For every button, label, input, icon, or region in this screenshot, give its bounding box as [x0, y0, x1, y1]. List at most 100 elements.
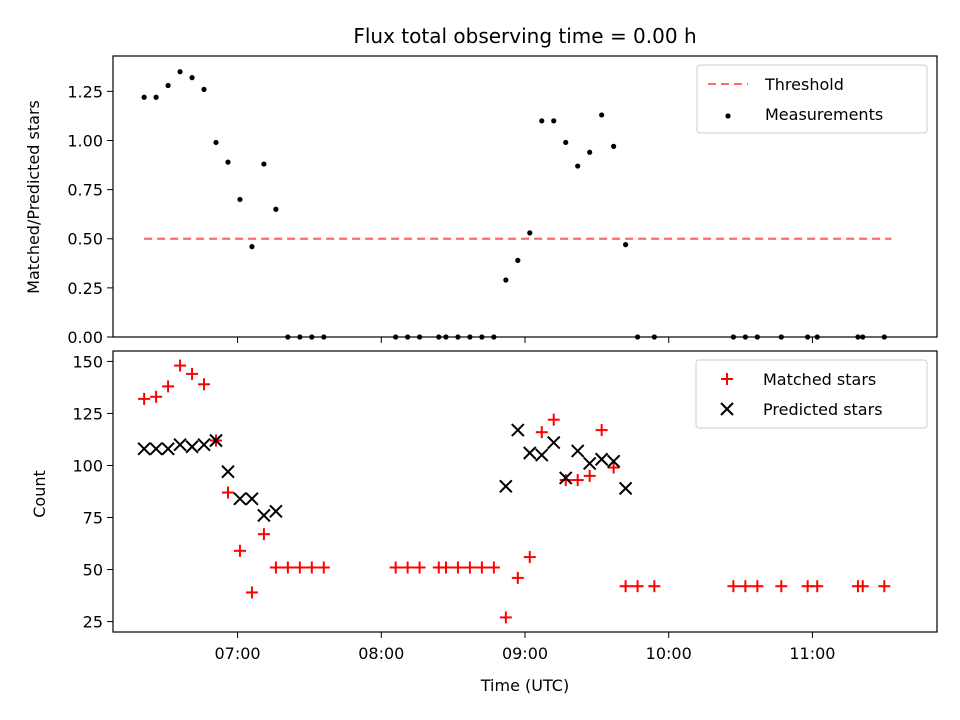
- y-tick-label: 100: [72, 456, 103, 475]
- legend-predicted-swatch: [720, 402, 734, 416]
- matched-star-point: [233, 544, 246, 557]
- predicted-star-point: [233, 492, 247, 506]
- predicted-star-point: [559, 471, 573, 485]
- matched-star-point: [451, 561, 464, 574]
- predicted-star-point: [137, 442, 151, 456]
- measurement-point: [201, 86, 207, 93]
- matched-star-point: [245, 586, 258, 599]
- x-tick-label: 09:00: [502, 644, 548, 663]
- measurement-point: [261, 161, 267, 167]
- matched-star-point: [775, 580, 788, 593]
- matched-star-point: [739, 580, 752, 593]
- measurement-point: [249, 244, 255, 250]
- y-tick-label: 1.00: [67, 131, 103, 150]
- bottom-y-axis: 25 50 75 100 125 150: [72, 352, 113, 632]
- predicted-star-point: [547, 435, 561, 450]
- matched-star-point: [727, 580, 740, 593]
- y-tick-label: 125: [72, 404, 103, 423]
- legend-threshold-label: Threshold: [764, 75, 844, 94]
- matched-star-point: [293, 561, 306, 574]
- bottom-legend: Matched stars Predicted stars: [695, 359, 928, 429]
- y-tick-label: 0.25: [67, 279, 103, 298]
- predicted-star-point: [618, 481, 633, 496]
- predicted-star-point: [535, 448, 549, 462]
- y-tick-label: 150: [72, 352, 103, 371]
- predicted-star-point: [197, 437, 211, 452]
- bottom-x-axis: 07:00 08:00 09:00 10:00 11:00: [215, 632, 835, 663]
- measurement-point: [177, 69, 183, 75]
- measurement-point: [273, 206, 279, 212]
- measurement-point: [225, 159, 231, 165]
- matched-star-point: [571, 474, 584, 487]
- predicted-star-point: [257, 508, 271, 523]
- predicted-star-point: [582, 456, 597, 471]
- top-x-ticks: [237, 337, 813, 343]
- matched-star-point: [389, 561, 402, 574]
- measurement-point: [575, 163, 581, 169]
- matched-star-point: [138, 392, 151, 405]
- measurement-point: [237, 196, 243, 203]
- predicted-star-point: [149, 442, 163, 456]
- measurement-point: [563, 139, 569, 146]
- measurement-point: [189, 75, 195, 81]
- matched-star-point: [317, 561, 330, 574]
- bottom-y-axis-label: Count: [30, 470, 49, 518]
- measurement-point: [599, 112, 605, 118]
- legend-matched-swatch: [721, 373, 733, 385]
- x-tick-label: 11:00: [789, 644, 835, 663]
- predicted-star-point: [221, 465, 235, 479]
- matched-star-point: [523, 551, 536, 564]
- top-legend-box: [696, 64, 928, 134]
- matched-star-point: [547, 413, 560, 426]
- bottom-marks: [137, 359, 891, 624]
- matched-star-point: [631, 580, 644, 593]
- bottom-legend-box: [695, 359, 928, 429]
- matched-star-point: [487, 561, 500, 574]
- matched-star-point: [648, 580, 661, 593]
- top-y-axis-label: Matched/Predicted stars: [24, 100, 43, 294]
- predicted-star-point: [511, 423, 525, 437]
- matched-star-point: [162, 380, 175, 393]
- x-tick-label: 07:00: [215, 644, 261, 663]
- matched-star-point: [811, 580, 824, 593]
- matched-star-point: [198, 378, 211, 391]
- matched-star-point: [257, 528, 270, 541]
- measurement-point: [623, 242, 629, 248]
- measurement-point: [551, 118, 557, 124]
- predicted-star-point: [594, 452, 609, 466]
- x-axis-label: Time (UTC): [480, 676, 569, 695]
- y-tick-label: 0.75: [67, 181, 103, 200]
- legend-predicted-label: Predicted stars: [763, 400, 883, 419]
- matched-star-point: [221, 486, 234, 499]
- matched-star-point: [856, 580, 869, 593]
- y-tick-label: 75: [83, 509, 103, 528]
- matched-star-point: [401, 561, 414, 574]
- matched-star-point: [559, 474, 572, 487]
- y-tick-label: 0.00: [67, 328, 103, 347]
- legend-measurements-label: Measurements: [765, 105, 883, 124]
- x-tick-label: 08:00: [358, 644, 404, 663]
- measurement-point: [611, 143, 617, 149]
- predicted-star-point: [606, 454, 621, 469]
- matched-star-point: [511, 571, 524, 584]
- bottom-panel: 25 50 75 100 125 150 07:00 08:00 09:00 10:00 11:0…: [30, 350, 938, 695]
- matched-star-point: [439, 561, 452, 574]
- matched-star-point: [305, 561, 318, 574]
- measurement-point: [213, 139, 219, 146]
- measurement-point: [539, 118, 545, 124]
- matched-star-point: [463, 561, 476, 574]
- y-tick-label: 0.50: [67, 230, 103, 249]
- measurement-point: [527, 230, 533, 236]
- matched-star-point: [269, 561, 282, 574]
- measurement-point: [153, 94, 159, 100]
- measurement-point: [515, 257, 521, 263]
- matched-star-point: [878, 580, 891, 593]
- matched-star-point: [475, 561, 488, 574]
- legend-matched-label: Matched stars: [763, 370, 876, 389]
- matched-star-point: [619, 580, 632, 593]
- top-legend: Threshold Measurements: [696, 64, 928, 134]
- measurement-point: [165, 82, 171, 89]
- measurement-point: [587, 149, 593, 155]
- y-tick-label: 25: [83, 613, 103, 632]
